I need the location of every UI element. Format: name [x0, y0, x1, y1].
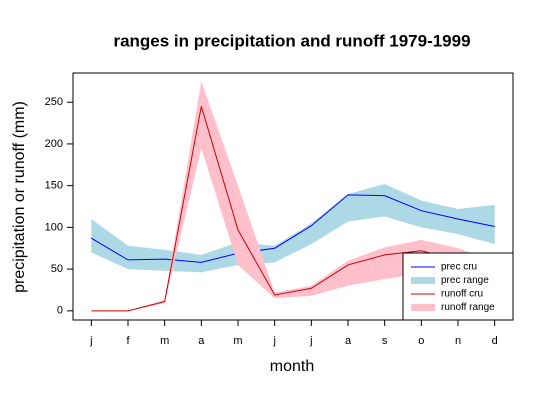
data-line — [91, 106, 495, 312]
y-axis-label: precipitation or runoff (mm) — [11, 101, 28, 293]
x-tick-label: a — [345, 335, 352, 347]
y-tick-label: 0 — [57, 305, 63, 317]
legend: prec cru prec range runoff cru runoff range — [402, 252, 514, 321]
x-tick-label: j — [89, 335, 92, 347]
legend-label: prec range — [441, 275, 489, 286]
y-tick-label: 150 — [45, 180, 63, 192]
y-tick-label: 200 — [45, 138, 63, 150]
x-tick-label: a — [198, 335, 205, 347]
x-tick-label: o — [418, 335, 424, 347]
range-area — [91, 183, 495, 273]
x-tick-label: m — [233, 335, 242, 347]
x-tick-label: j — [309, 335, 312, 347]
legend-label: runoff range — [441, 302, 495, 313]
data-line — [91, 194, 495, 263]
x-tick-label: n — [455, 335, 461, 347]
x-tick-label: f — [126, 335, 130, 347]
legend-label: prec cru — [441, 262, 477, 273]
x-tick-label: d — [492, 335, 498, 347]
y-tick-label: 250 — [45, 96, 63, 108]
legend-label: runoff cru — [441, 289, 483, 300]
x-tick-label: s — [382, 335, 388, 347]
x-tick-label: m — [160, 335, 169, 347]
y-tick-label: 50 — [51, 263, 63, 275]
y-tick-label: 100 — [45, 221, 63, 233]
x-tick-label: j — [272, 335, 275, 347]
x-axis-label: month — [270, 358, 314, 375]
chart-title: ranges in precipitation and runoff 1979-… — [113, 31, 470, 50]
plot-frame — [72, 72, 514, 321]
